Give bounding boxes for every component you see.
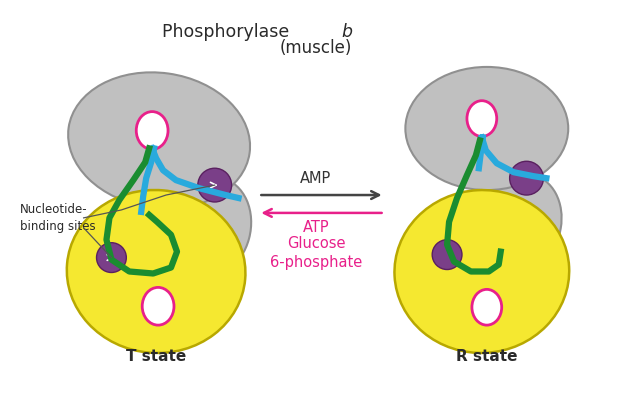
Ellipse shape	[394, 190, 569, 353]
Ellipse shape	[198, 168, 231, 202]
Ellipse shape	[432, 240, 462, 270]
Ellipse shape	[405, 67, 568, 190]
Ellipse shape	[485, 174, 562, 269]
Text: Nucleotide-
binding sites: Nucleotide- binding sites	[20, 203, 95, 233]
Text: (muscle): (muscle)	[280, 39, 352, 57]
Ellipse shape	[166, 177, 251, 279]
Text: Glucose
6-phosphate: Glucose 6-phosphate	[270, 236, 362, 270]
Text: b: b	[342, 23, 353, 41]
Ellipse shape	[137, 112, 168, 149]
Text: R state: R state	[456, 349, 518, 364]
Text: ATP: ATP	[303, 220, 329, 235]
Ellipse shape	[509, 161, 544, 195]
Text: Phosphorylase: Phosphorylase	[162, 23, 295, 41]
Text: T state: T state	[126, 349, 186, 364]
Ellipse shape	[472, 289, 502, 325]
Ellipse shape	[97, 243, 126, 272]
Ellipse shape	[67, 190, 245, 353]
Ellipse shape	[142, 287, 174, 325]
Ellipse shape	[68, 72, 250, 208]
Ellipse shape	[467, 101, 497, 136]
Text: AMP: AMP	[300, 171, 332, 186]
